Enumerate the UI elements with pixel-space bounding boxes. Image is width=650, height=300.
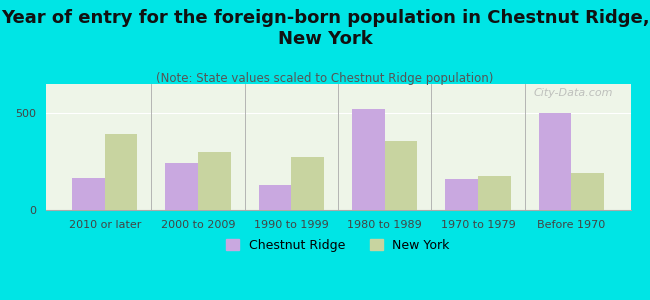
Legend: Chestnut Ridge, New York: Chestnut Ridge, New York [221,234,455,257]
Bar [105,134,137,210]
Bar [352,109,385,210]
Bar [72,178,105,210]
Bar [291,157,324,210]
Bar [165,163,198,210]
Bar [478,176,511,210]
Text: (Note: State values scaled to Chestnut Ridge population): (Note: State values scaled to Chestnut R… [156,72,494,85]
Text: City-Data.com: City-Data.com [534,88,613,98]
Bar [445,179,478,210]
Bar [259,185,291,210]
Bar [385,141,417,210]
Bar [571,173,604,210]
Bar [198,152,231,210]
Text: Year of entry for the foreign-born population in Chestnut Ridge,
New York: Year of entry for the foreign-born popul… [1,9,649,48]
Bar [539,113,571,210]
